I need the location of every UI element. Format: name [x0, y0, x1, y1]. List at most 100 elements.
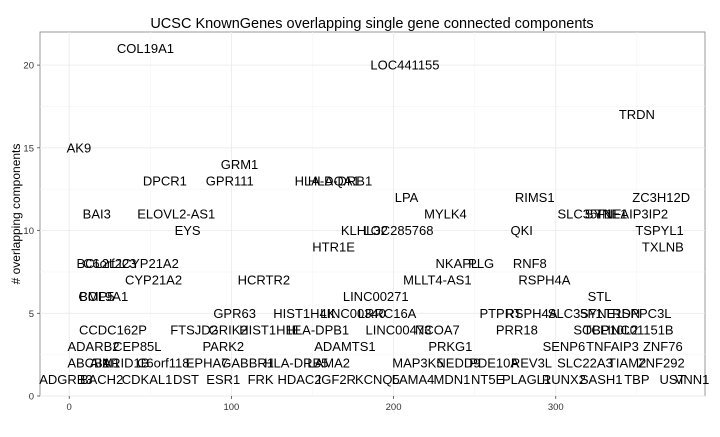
point-label: GPR111 — [206, 173, 254, 188]
point-label: HLA-DQA1 — [295, 173, 360, 188]
point-label: LAMA2 — [307, 355, 350, 370]
point-label: TRDN — [604, 306, 640, 321]
point-label: TBP — [624, 372, 649, 387]
point-label: FRK — [248, 372, 274, 387]
y-tick-label: 5 — [29, 309, 34, 320]
point-label: SPPC3L — [622, 306, 672, 321]
point-label: TXLNB — [642, 240, 684, 255]
point-label: AK9 — [67, 140, 92, 155]
point-label: BCL2L1 — [77, 256, 124, 271]
point-label: ADGRB3 — [39, 372, 92, 387]
y-tick-label: 20 — [23, 61, 34, 72]
point-label: BMP5 — [79, 289, 114, 304]
point-label: REV3L — [511, 355, 552, 370]
point-label: LOC285768 — [363, 223, 433, 238]
point-label: HIST1H1E — [239, 322, 301, 337]
point-label: UST — [660, 372, 686, 387]
point-label: LINC00271 — [343, 289, 409, 304]
point-label: RNF8 — [513, 256, 547, 271]
point-label: RSPH4A — [505, 306, 557, 321]
point-label: ARID1B — [102, 355, 149, 370]
point-label: HTR1E — [312, 240, 355, 255]
point-label: MLLT4-AS1 — [403, 273, 471, 288]
point-label: PRR18 — [496, 322, 538, 337]
y-tick-label: 10 — [23, 226, 34, 237]
point-label: LOC441155 — [370, 58, 439, 73]
point-label: SLC22A3 — [557, 355, 613, 370]
x-tick-label: 200 — [386, 402, 402, 413]
point-label: ELOVL2-AS1 — [137, 207, 215, 222]
point-label: KCNQ5 — [355, 372, 400, 387]
point-label: SLC35F1 — [548, 306, 603, 321]
x-tick-label: 300 — [548, 402, 564, 413]
point-label: NKAPL — [436, 256, 479, 271]
y-axis-title: # overlapping components — [9, 144, 23, 285]
point-label: LINC00340 — [320, 306, 386, 321]
point-label: COL9A1 — [78, 289, 128, 304]
tick-layer: 0 100 200 300 0 5 10 15 20 — [23, 61, 563, 413]
point-label: LPA — [395, 190, 419, 205]
point-label: PARK2 — [202, 339, 244, 354]
point-label: PLG — [468, 256, 494, 271]
point-label: QKI — [511, 223, 533, 238]
point-label: TSPYL1 — [635, 223, 683, 238]
point-label: CYP21A2 — [125, 273, 182, 288]
point-label: LAMA4 — [392, 372, 435, 387]
point-label: LINC00473 — [366, 322, 432, 337]
point-label: TNFAIP3IP2 — [596, 207, 668, 222]
point-label: MYLK4 — [424, 207, 467, 222]
point-label: PTPRT — [479, 306, 521, 321]
point-label: NEDD9 — [436, 355, 480, 370]
point-label: ABCB1 — [67, 355, 110, 370]
point-label: PDE10A — [469, 355, 519, 370]
point-label: TCP10L2 — [583, 322, 638, 337]
point-label: C6orf223 — [83, 256, 136, 271]
point-label: CCDC162P — [79, 322, 147, 337]
point-label: IGF2R — [318, 372, 356, 387]
point-label: KLHL32 — [341, 223, 388, 238]
point-label: HLA-DPB1 — [286, 322, 350, 337]
point-label: PLAGL1 — [502, 372, 551, 387]
point-label: GABBR1 — [221, 355, 274, 370]
point-label: HLA-DRB5 — [264, 355, 328, 370]
point-label: CEP85L — [113, 339, 161, 354]
point-label: SOBP — [573, 322, 609, 337]
point-label: COL19A1 — [117, 41, 174, 56]
point-label: GRIK2 — [209, 322, 248, 337]
point-label: ZNF292 — [638, 355, 685, 370]
point-label: TRDN — [619, 107, 655, 122]
point-label: HIST1H4K — [273, 306, 335, 321]
point-label: SASH1 — [580, 372, 623, 387]
point-label: MAP3K5 — [392, 355, 443, 370]
point-label: SYNE1 — [580, 306, 623, 321]
point-label: SYNE1 — [585, 207, 628, 222]
y-tick-label: 15 — [23, 143, 34, 154]
point-label: TIAM2 — [608, 355, 646, 370]
point-label: VNN1 — [675, 372, 710, 387]
point-label: CYP21A2 — [122, 256, 179, 271]
point-label: ZC3H12D — [632, 190, 690, 205]
point-label: TNFAIP3 — [586, 339, 639, 354]
point-label: MDN1 — [434, 372, 471, 387]
chart-title: UCSC KnownGenes overlapping single gene … — [150, 16, 593, 32]
point-label: EPHA7 — [186, 355, 229, 370]
point-label: HDAC2 — [277, 372, 321, 387]
point-label: ZNF76 — [643, 339, 683, 354]
point-label: BACH2 — [80, 372, 123, 387]
x-tick-label: 100 — [223, 402, 239, 413]
point-label: AIM1 — [90, 355, 120, 370]
point-label-layer: COL19A1 LOC441155 TRDN AK9 GRM1 DPCR1 GPR111 HL… — [39, 41, 709, 387]
point-label: GRM1 — [221, 157, 259, 172]
grid-layer — [40, 32, 705, 397]
point-label: CDKAL1 — [122, 372, 173, 387]
point-label: RIMS1 — [515, 190, 555, 205]
point-label: C6orf118 — [137, 355, 190, 370]
y-tick-label: 0 — [29, 392, 34, 403]
point-label: DST — [173, 372, 199, 387]
point-label: SLC35F1 — [558, 207, 613, 222]
point-label: SENP6 — [543, 339, 586, 354]
point-label: STL — [588, 289, 612, 304]
point-label: RSPH4A — [518, 273, 570, 288]
